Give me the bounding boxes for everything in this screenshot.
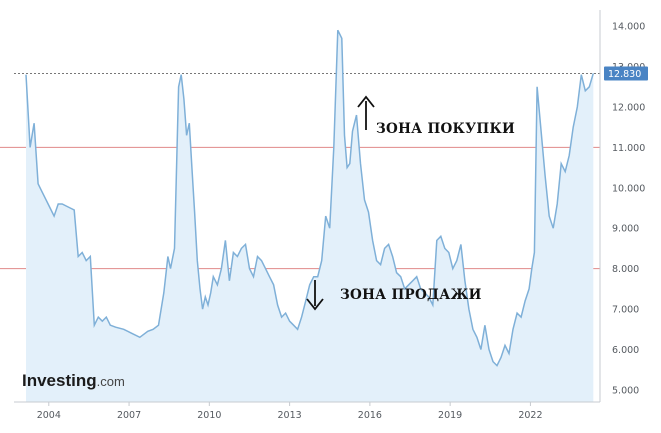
- x-tick-label: 2010: [197, 410, 221, 421]
- buy-zone-label: ЗОНА ПОКУПКИ: [376, 121, 515, 137]
- last-value-label: 12.830: [608, 69, 641, 80]
- buy-zone-annotation: ЗОНА ПОКУПКИ: [357, 95, 515, 137]
- x-tick-label: 2016: [358, 410, 382, 421]
- last-value-badge: 12.830: [604, 66, 648, 81]
- x-tick-label: 2022: [518, 410, 542, 421]
- investing-logo: Investing.com: [22, 371, 125, 390]
- logo-suffix: .com: [97, 374, 125, 389]
- reference-lines: [0, 72, 600, 270]
- y-tick-label: 6.000: [612, 345, 639, 356]
- sell-zone-annotation: ЗОНА ПРОДАЖИ: [306, 280, 482, 311]
- y-tick-label: 5.000: [612, 385, 639, 396]
- y-tick-label: 8.000: [612, 264, 639, 275]
- sell-zone-label: ЗОНА ПРОДАЖИ: [340, 287, 482, 303]
- y-tick-label: 12.000: [612, 102, 645, 113]
- y-tick-label: 7.000: [612, 305, 639, 316]
- series-line: [25, 29, 595, 367]
- x-tick-label: 2019: [438, 410, 462, 421]
- x-axis-ticks: 2004 2007 2010 2013 2016 2019 2022: [37, 402, 543, 421]
- svg-text:Investing.com: Investing.com: [22, 371, 125, 390]
- y-tick-label: 10.000: [612, 183, 645, 194]
- arrow-up-icon: [357, 95, 375, 130]
- arrow-down-icon: [306, 280, 324, 311]
- logo-wordmark: Investing: [22, 371, 97, 390]
- y-tick-label: 11.000: [612, 143, 645, 154]
- y-tick-label: 9.000: [612, 224, 639, 235]
- x-tick-label: 2004: [37, 410, 61, 421]
- x-tick-label: 2013: [278, 410, 302, 421]
- x-tick-label: 2007: [117, 410, 141, 421]
- series-area-fill: [26, 30, 594, 402]
- y-tick-label: 14.000: [612, 22, 645, 33]
- last-value-badge-bg: [604, 66, 648, 81]
